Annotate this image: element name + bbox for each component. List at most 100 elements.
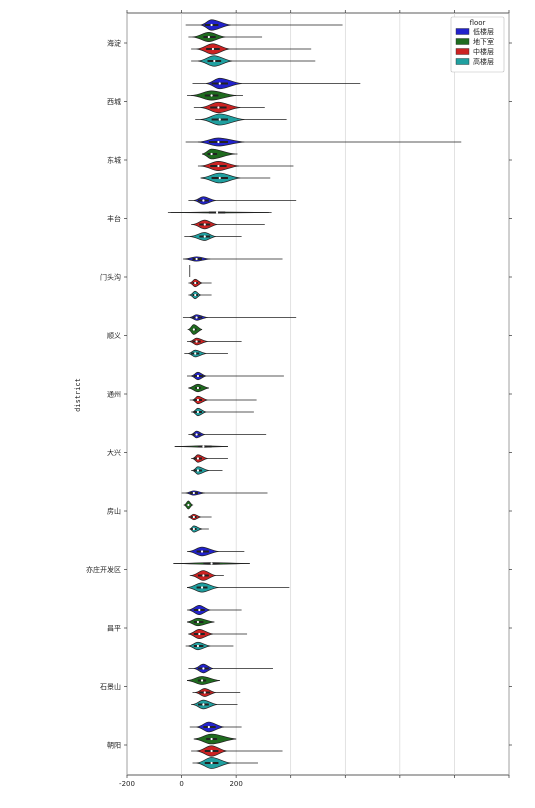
violin bbox=[187, 90, 243, 101]
violin bbox=[187, 604, 242, 616]
violin-median bbox=[194, 352, 197, 355]
violin-median bbox=[196, 469, 200, 472]
violin bbox=[191, 454, 228, 463]
violin-median bbox=[192, 515, 195, 519]
violin bbox=[187, 371, 284, 381]
violin bbox=[174, 445, 228, 448]
x-tick-label: 200 bbox=[229, 780, 242, 788]
violin-median bbox=[202, 574, 205, 577]
violin-median bbox=[200, 679, 204, 682]
violin-median bbox=[207, 725, 210, 729]
violin bbox=[201, 148, 238, 160]
violin-median bbox=[218, 118, 221, 121]
violin bbox=[191, 43, 312, 55]
violin-median bbox=[194, 281, 197, 285]
violin bbox=[188, 430, 267, 439]
violin bbox=[191, 466, 223, 475]
y-tick-label: 大兴 bbox=[107, 448, 121, 457]
x-tick-label: -200 bbox=[119, 780, 135, 788]
violin-median bbox=[215, 211, 219, 214]
violin-median bbox=[196, 620, 200, 624]
y-tick-label: 朝阳 bbox=[107, 741, 121, 750]
plot-frame bbox=[126, 12, 510, 776]
violin-median bbox=[210, 761, 213, 765]
violin bbox=[184, 349, 228, 358]
x-tick-label: 0 bbox=[179, 780, 183, 788]
violin-median bbox=[198, 632, 201, 636]
violin bbox=[187, 676, 220, 685]
violin bbox=[188, 290, 212, 300]
violin bbox=[188, 196, 297, 205]
violin-median bbox=[195, 433, 198, 436]
violin bbox=[184, 232, 242, 241]
violin bbox=[185, 137, 462, 147]
violin bbox=[192, 77, 361, 90]
violin-median bbox=[196, 386, 200, 390]
violin bbox=[189, 721, 242, 733]
violin bbox=[192, 757, 258, 769]
violin bbox=[191, 699, 238, 710]
violin-median bbox=[218, 176, 221, 180]
violin-median bbox=[202, 667, 205, 670]
violin bbox=[185, 641, 234, 651]
violin-median bbox=[192, 491, 195, 495]
y-tick-label: 西城 bbox=[107, 98, 121, 106]
violin bbox=[173, 562, 250, 565]
violin-median bbox=[217, 164, 220, 168]
violin bbox=[188, 628, 248, 640]
violin-median bbox=[210, 94, 213, 97]
violin-median bbox=[202, 199, 205, 202]
legend-entry: 地下室 bbox=[473, 37, 494, 46]
violin-median bbox=[211, 47, 215, 51]
y-axis-label: district bbox=[74, 378, 82, 412]
violin-median bbox=[195, 257, 198, 261]
violin bbox=[188, 278, 212, 288]
violin-median bbox=[196, 457, 200, 460]
violin bbox=[192, 688, 241, 697]
violin bbox=[193, 733, 237, 745]
violin bbox=[189, 395, 257, 405]
violin-median bbox=[210, 737, 213, 741]
violin-median bbox=[210, 23, 213, 27]
violin bbox=[189, 525, 209, 533]
violin bbox=[187, 546, 245, 557]
violin bbox=[191, 219, 265, 230]
legend-swatch bbox=[455, 58, 470, 65]
violin-median bbox=[202, 445, 205, 448]
violin bbox=[185, 19, 343, 31]
violin bbox=[188, 31, 263, 43]
violin-median bbox=[218, 82, 221, 85]
violin-median bbox=[195, 316, 198, 319]
violin bbox=[193, 101, 265, 114]
violin-median bbox=[207, 35, 210, 39]
violin-median bbox=[217, 140, 220, 144]
violin bbox=[182, 256, 283, 262]
legend-entry: 高楼层 bbox=[473, 57, 494, 66]
violin bbox=[191, 745, 283, 757]
violin bbox=[189, 570, 224, 581]
violin-median bbox=[187, 503, 190, 507]
violin bbox=[191, 55, 316, 67]
violin-median bbox=[195, 340, 198, 343]
violin bbox=[197, 160, 294, 172]
x-axis: -200 0 200 bbox=[119, 10, 510, 788]
violin-median bbox=[210, 749, 213, 753]
violin-median bbox=[196, 410, 200, 414]
y-tick-label: 东城 bbox=[107, 156, 121, 165]
legend-title: floor bbox=[470, 19, 486, 27]
legend-entry: 中楼层 bbox=[473, 47, 494, 56]
violin-median bbox=[192, 527, 195, 531]
y-tick-label: 顺义 bbox=[107, 332, 121, 340]
violin-median bbox=[200, 550, 204, 553]
y-tick-label: 亦庄开发区 bbox=[86, 565, 121, 574]
violin bbox=[182, 314, 297, 321]
violin-median bbox=[194, 293, 197, 297]
y-tick-label: 昌平 bbox=[107, 625, 121, 633]
y-tick-label: 门头沟 bbox=[100, 273, 121, 282]
violin-body bbox=[201, 148, 235, 160]
violin bbox=[188, 383, 209, 393]
violin bbox=[188, 663, 273, 674]
y-tick-label: 房山 bbox=[107, 507, 121, 516]
